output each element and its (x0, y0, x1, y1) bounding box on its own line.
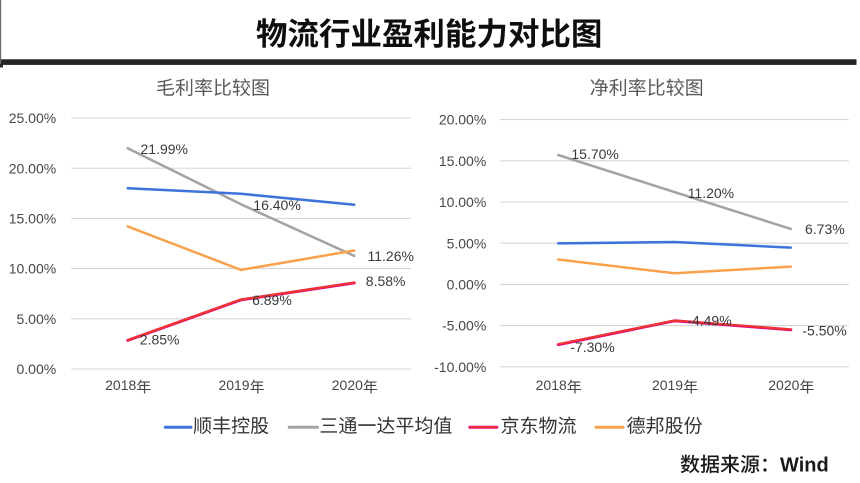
svg-text:15.70%: 15.70% (571, 146, 618, 162)
svg-text:16.40%: 16.40% (253, 197, 300, 213)
svg-text:21.99%: 21.99% (141, 141, 188, 157)
svg-text:15.00%: 15.00% (9, 211, 56, 227)
svg-text:2020: 2020 (332, 377, 363, 393)
svg-text:-5.00%: -5.00% (442, 318, 486, 334)
svg-text:20.00%: 20.00% (9, 160, 56, 176)
svg-text:-4.49%: -4.49% (687, 312, 731, 328)
svg-text:0.00%: 0.00% (447, 277, 487, 293)
svg-text:2.85%: 2.85% (140, 332, 180, 348)
svg-text:2019: 2019 (652, 377, 683, 393)
svg-text:10.00%: 10.00% (439, 194, 486, 210)
svg-text:0.00%: 0.00% (16, 361, 56, 377)
svg-text:6.89%: 6.89% (252, 292, 292, 308)
svg-text:11.20%: 11.20% (688, 185, 734, 201)
svg-text:6.73%: 6.73% (805, 221, 845, 237)
svg-text:-5.50%: -5.50% (802, 322, 846, 338)
svg-text:-7.30%: -7.30% (570, 339, 614, 355)
svg-text:10.00%: 10.00% (9, 261, 56, 277)
svg-text:2018: 2018 (536, 377, 567, 393)
svg-text:5.00%: 5.00% (447, 235, 487, 251)
svg-text:8.58%: 8.58% (366, 273, 406, 289)
svg-text:15.00%: 15.00% (439, 153, 486, 169)
svg-text:5.00%: 5.00% (16, 311, 56, 327)
svg-text:2018: 2018 (105, 377, 136, 393)
svg-text:25.00%: 25.00% (9, 110, 56, 126)
svg-text:2019: 2019 (218, 377, 249, 393)
svg-text:2020: 2020 (768, 377, 799, 393)
svg-text:11.26%: 11.26% (368, 248, 414, 264)
svg-text:Wind: Wind (780, 455, 829, 477)
svg-text:-10.00%: -10.00% (434, 359, 486, 375)
svg-text:20.00%: 20.00% (439, 112, 486, 128)
